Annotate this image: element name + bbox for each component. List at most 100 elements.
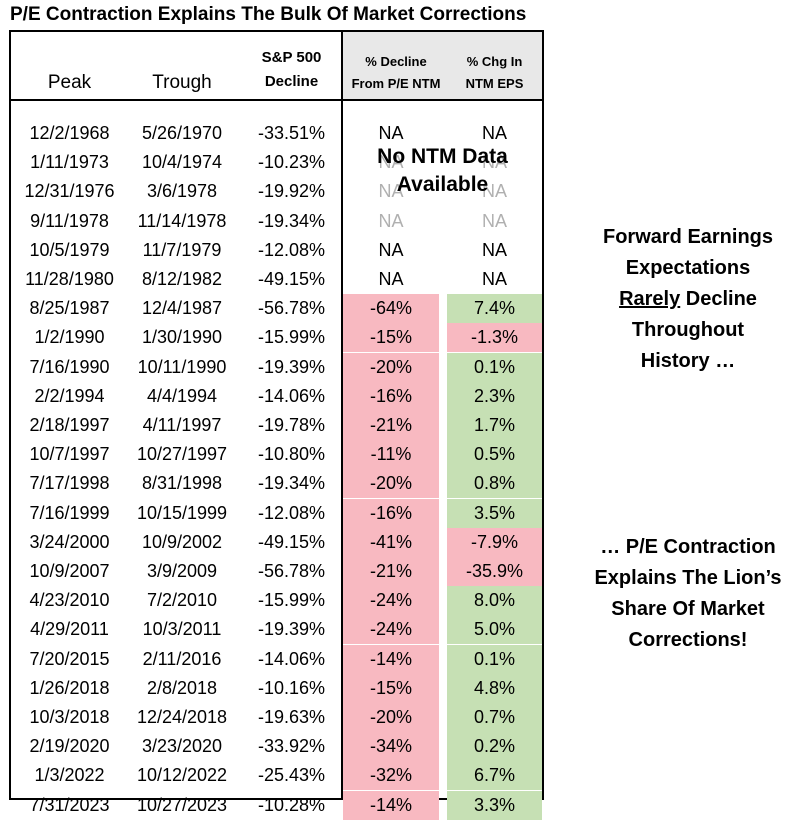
- pe-decline-cell: -21%: [343, 411, 439, 440]
- peak-cell: 2/2/1994: [34, 385, 105, 406]
- sp500-decline-cell: -14.06%: [257, 385, 326, 406]
- eps-change-cell: -1.3%: [447, 323, 542, 353]
- trough-cell: 3/23/2020: [141, 736, 223, 757]
- pe-decline-cell: NA: [378, 181, 404, 202]
- pe-decline-cell: NA: [378, 239, 404, 260]
- peak-cell: 4/29/2011: [30, 619, 109, 640]
- trough-cell: 10/3/2011: [142, 619, 222, 640]
- eps-change-cell: 3.3%: [447, 790, 542, 820]
- pe-decline-cell: -20%: [343, 352, 439, 382]
- overlay-line1: No NTM Data: [377, 145, 508, 168]
- corrections-table: Peak Trough S&P 500 Decline % Decline Fr…: [9, 30, 544, 820]
- pe-decline-cell: -20%: [343, 469, 439, 499]
- eps-change-cell: 2.3%: [447, 381, 542, 411]
- sp500-decline-cell: -12.08%: [257, 502, 326, 523]
- peak-cell: 9/11/1978: [30, 210, 109, 231]
- trough-cell: 5/26/1970: [141, 123, 223, 143]
- trough-cell: 10/9/2002: [141, 531, 223, 552]
- side-note-2-line2: Explains The Lion’s: [594, 567, 782, 589]
- header-trough: Trough: [152, 72, 212, 93]
- overlay-line2: Available: [396, 173, 489, 196]
- side-note-1-underlined: Rarely: [619, 288, 681, 310]
- peak-cell: 10/3/2018: [29, 707, 110, 727]
- peak-cell: 1/2/1990: [34, 327, 105, 348]
- trough-cell: 8/31/1998: [141, 473, 223, 494]
- header-sp500-line2: Decline: [264, 73, 319, 90]
- trough-cell: 8/12/1982: [141, 269, 223, 289]
- trough-cell: 2/11/2016: [142, 648, 222, 669]
- sp500-decline-cell: -12.08%: [257, 239, 326, 260]
- eps-change-cell: 0.8%: [447, 469, 542, 499]
- pe-decline-cell: -15%: [343, 323, 439, 353]
- pe-decline-cell: -14%: [343, 790, 439, 820]
- header-separator: [11, 99, 542, 101]
- peak-cell: 12/2/1968: [29, 123, 110, 143]
- peak-cell: 2/19/2020: [29, 736, 110, 757]
- side-note-1-line4: Throughout: [631, 319, 745, 341]
- peak-cell: 7/17/1998: [29, 473, 110, 494]
- no-data-overlay: No NTM Data Available: [343, 143, 542, 199]
- peak-cell: 12/31/1976: [24, 181, 115, 202]
- header-pe-line2: From P/E NTM: [351, 76, 441, 91]
- eps-change-cell: 0.2%: [447, 732, 542, 762]
- peak-cell: 8/25/1987: [29, 298, 110, 319]
- page-title: P/E Contraction Explains The Bulk Of Mar…: [10, 4, 527, 25]
- trough-cell: 10/27/1997: [136, 444, 228, 465]
- pe-decline-cell: NA: [378, 210, 404, 231]
- pe-decline-cell: NA: [378, 123, 404, 143]
- sp500-decline-cell: -14.06%: [257, 648, 326, 669]
- pe-decline-cell: -24%: [343, 615, 439, 645]
- pe-decline-cell: -16%: [343, 381, 439, 411]
- column-divider: [341, 32, 343, 798]
- sp500-decline-cell: -10.16%: [257, 677, 326, 698]
- pe-decline-cell: -41%: [343, 527, 439, 557]
- pe-decline-cell: -64%: [343, 294, 439, 324]
- pe-decline-cell: -34%: [343, 732, 439, 762]
- header-eps-change: % Chg In NTM EPS: [447, 51, 542, 95]
- pe-decline-cell: -20%: [343, 703, 439, 732]
- sp500-decline-cell: -49.15%: [257, 531, 326, 552]
- peak-cell: 10/7/1997: [29, 444, 110, 465]
- sp500-decline-cell: -33.92%: [257, 736, 326, 757]
- header-eps-line2: NTM EPS: [465, 76, 524, 91]
- eps-change-cell: 1.7%: [447, 411, 542, 440]
- side-note-2-line3: Share Of Market: [611, 598, 765, 620]
- pe-decline-cell: -21%: [343, 557, 439, 586]
- pe-decline-cell: -14%: [343, 644, 439, 674]
- peak-cell: 7/20/2015: [29, 648, 110, 669]
- sp500-decline-cell: -19.39%: [257, 356, 326, 377]
- trough-cell: 4/11/1997: [142, 415, 222, 435]
- pe-decline-cell: -32%: [343, 761, 439, 791]
- peak-cell: 3/24/2000: [29, 531, 110, 552]
- eps-change-cell: 8.0%: [447, 586, 542, 616]
- header-sp500-line1: S&P 500: [261, 49, 322, 66]
- peak-cell: 10/9/2007: [29, 561, 110, 581]
- pe-decline-cell: -11%: [343, 440, 439, 470]
- eps-change-cell: 7.4%: [447, 294, 542, 324]
- eps-change-cell: -35.9%: [447, 557, 542, 586]
- eps-change-cell: 4.8%: [447, 673, 542, 703]
- side-note-1-line1: Forward Earnings: [602, 226, 774, 248]
- side-note-1-line5: History …: [640, 350, 736, 372]
- trough-cell: 10/15/1999: [136, 502, 228, 523]
- trough-cell: 2/8/2018: [146, 677, 218, 698]
- pe-decline-cell: -24%: [343, 586, 439, 616]
- trough-cell: 12/4/1987: [141, 298, 223, 319]
- side-note-earnings: Forward Earnings Expectations Rarely Dec…: [572, 222, 797, 377]
- eps-change-cell: NA: [481, 123, 507, 143]
- pe-decline-cell: NA: [378, 269, 404, 289]
- peak-cell: 7/16/1990: [29, 356, 110, 377]
- trough-cell: 10/27/2023: [136, 794, 228, 815]
- trough-cell: 4/4/1994: [146, 385, 218, 406]
- sp500-decline-cell: -56.78%: [257, 298, 326, 319]
- trough-cell: 11/14/1978: [137, 210, 227, 231]
- pe-decline-cell: -15%: [343, 673, 439, 703]
- eps-change-cell: 0.5%: [447, 440, 542, 470]
- peak-cell: 7/31/2023: [29, 794, 110, 815]
- trough-cell: 3/6/1978: [146, 181, 218, 202]
- eps-change-cell: NA: [481, 269, 507, 289]
- sp500-decline-cell: -10.28%: [257, 794, 326, 815]
- sp500-decline-cell: -49.15%: [257, 269, 326, 289]
- sp500-decline-cell: -10.23%: [257, 152, 326, 173]
- peak-cell: 1/26/2018: [29, 677, 110, 698]
